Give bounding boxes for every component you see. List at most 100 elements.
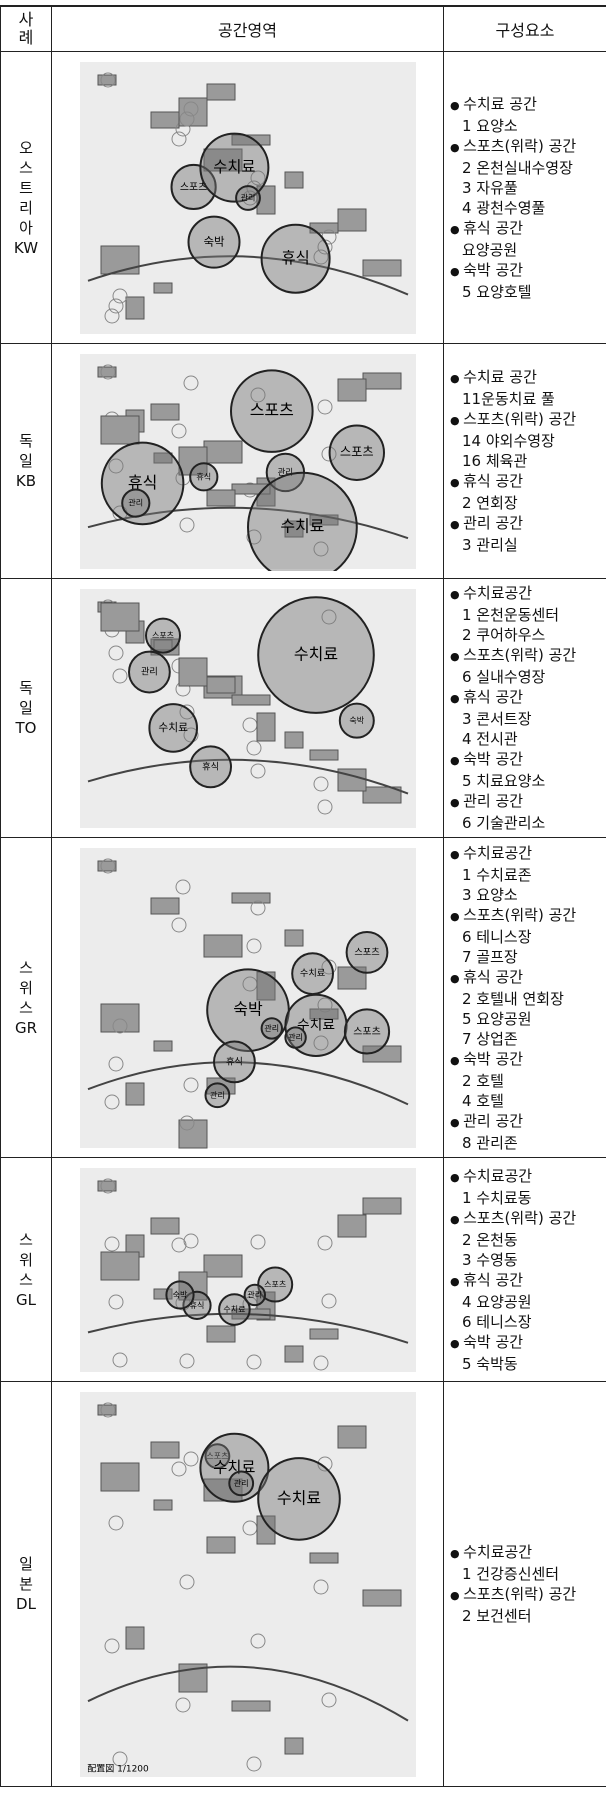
zone-label: 숙박: [349, 715, 364, 725]
zone-label: 숙박: [203, 234, 225, 248]
component-category: 관리 공간: [450, 1111, 602, 1133]
table-body: 오스트리아KW스포츠수치료관리숙박휴식수치료 공간1 요양소스포츠(위락) 공간…: [1, 52, 606, 1787]
component-item: 6 테니스장: [450, 927, 602, 947]
building: [151, 1442, 179, 1458]
building: [338, 209, 366, 231]
building: [338, 1215, 366, 1237]
building: [285, 1738, 303, 1754]
zone-label: 스포츠: [353, 1025, 380, 1037]
building: [363, 1590, 401, 1606]
zone-label: 수치료: [158, 720, 188, 733]
building: [126, 297, 144, 319]
header-text: 사례: [17, 11, 35, 47]
component-category: 스포츠(위락) 공간: [450, 409, 602, 431]
case-code: GR: [1, 1018, 51, 1038]
component-category: 휴식 공간: [450, 967, 602, 989]
building: [232, 1701, 270, 1711]
component-item: 1 온천운동센터: [450, 605, 602, 625]
component-item: 4 요양공원: [450, 1292, 602, 1312]
component-item: 2 쿠어하우스: [450, 625, 602, 645]
plan-caption: 配置図 1/1200: [87, 1763, 149, 1774]
component-item: 3 콘서트장: [450, 709, 602, 729]
component-category: 스포츠(위락) 공간: [450, 645, 602, 667]
component-item: 3 요양소: [450, 885, 602, 905]
header-cell: 사례: [1, 6, 52, 52]
case-code: TO: [1, 718, 51, 738]
component-category: 스포츠(위락) 공간: [450, 905, 602, 927]
building: [363, 373, 401, 389]
case-row: 오스트리아KW스포츠수치료관리숙박휴식수치료 공간1 요양소스포츠(위락) 공간…: [1, 52, 606, 344]
zone-label: 수치료: [280, 516, 324, 535]
zone-label: 스포츠: [264, 1280, 286, 1289]
header-cell: 구성요소: [444, 6, 606, 52]
zone-label: 관리: [264, 1022, 279, 1032]
component-category: 휴식 공간: [450, 1270, 602, 1292]
building: [151, 112, 179, 128]
component-item: 8 관리존: [450, 1133, 602, 1153]
zone-label: 관리: [140, 666, 157, 677]
component-category: 숙박 공간: [450, 1332, 602, 1354]
component-item: 6 기술관리소: [450, 813, 602, 833]
zone-label: 휴식: [225, 1056, 242, 1067]
component-category: 스포츠(위락) 공간: [450, 1584, 602, 1606]
building: [204, 935, 242, 957]
building: [154, 1041, 172, 1051]
building: [207, 1537, 235, 1553]
building: [285, 172, 303, 188]
component-category: 휴식 공간: [450, 218, 602, 240]
building: [207, 84, 235, 100]
zone-label: 수치료: [299, 967, 324, 979]
zone-label: 관리: [247, 1289, 262, 1299]
zone-label: 스포츠: [339, 445, 373, 459]
component-item: 요양공원: [450, 240, 602, 260]
building: [101, 1463, 139, 1491]
building: [363, 260, 401, 276]
component-category: 관리 공간: [450, 513, 602, 535]
case-table: 사례 공간영역 구성요소 오스트리아KW스포츠수치료관리숙박휴식수치료 공간1 …: [0, 5, 606, 1787]
component-item: 4 호텔: [450, 1091, 602, 1111]
plan-cell: 스포츠수치료관리수치료配置図 1/1200: [52, 1382, 444, 1787]
component-category: 수치료 공간: [450, 367, 602, 389]
zone-label: 스포츠: [354, 946, 379, 957]
component-item: 2 보건센터: [450, 1606, 602, 1626]
building: [101, 1252, 139, 1280]
component-item: 4 광천수영풀: [450, 198, 602, 218]
component-category: 숙박 공간: [450, 749, 602, 771]
component-item: 2 온천동: [450, 1230, 602, 1250]
case-code: KB: [1, 471, 51, 491]
zone-label: 수치료: [223, 1305, 245, 1314]
component-item: 14 야외수영장: [450, 431, 602, 451]
component-item: 3 관리실: [450, 535, 602, 555]
zone-label: 숙박: [233, 999, 263, 1018]
component-category: 수치료공간: [450, 1166, 602, 1188]
component-item: 3 수영동: [450, 1250, 602, 1270]
zone-label: 수치료: [276, 1488, 320, 1507]
page: 사례 공간영역 구성요소 오스트리아KW스포츠수치료관리숙박휴식수치료 공간1 …: [0, 5, 606, 1794]
zone-label: 관리: [240, 192, 255, 202]
component-item: 7 상업존: [450, 1029, 602, 1049]
building: [126, 1627, 144, 1649]
component-item: 1 요양소: [450, 116, 602, 136]
zone-label: 관리: [233, 1477, 248, 1487]
component-item: 5 요양공원: [450, 1009, 602, 1029]
building: [310, 1329, 338, 1339]
building: [101, 1004, 139, 1032]
zone-label: 관리: [128, 497, 143, 507]
component-category: 스포츠(위락) 공간: [450, 1208, 602, 1230]
building: [285, 1346, 303, 1362]
building: [285, 930, 303, 946]
component-category: 수치료공간: [450, 583, 602, 605]
zone-label: 수치료: [293, 644, 337, 663]
